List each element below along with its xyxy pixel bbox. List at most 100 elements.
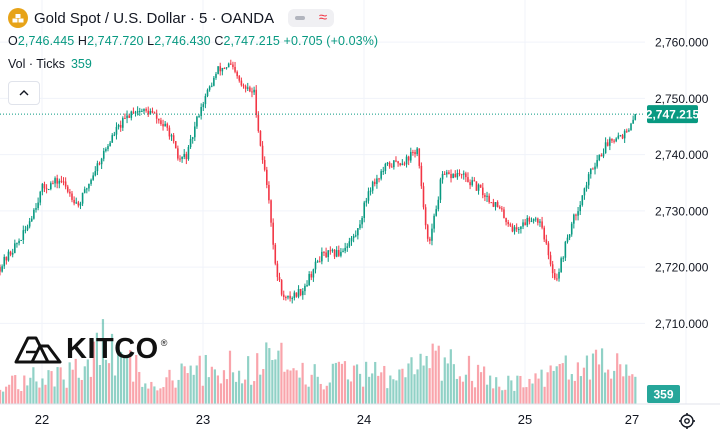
candle-body-up <box>312 269 315 278</box>
volume-bar <box>522 387 525 404</box>
candle-body-up <box>102 150 105 159</box>
candle-body-down <box>488 195 490 203</box>
volume-bar <box>17 389 20 404</box>
volume-bar <box>358 373 362 404</box>
volume-bar <box>219 383 223 404</box>
dash-icon <box>295 16 306 20</box>
candle-body-up <box>594 166 596 170</box>
candle-body-down <box>155 113 158 119</box>
candle-body-up <box>471 180 474 186</box>
symbol-title[interactable]: Gold Spot / U.S. Dollar · 5 · OANDA <box>34 9 275 27</box>
gear-icon <box>679 413 695 429</box>
candle-body-down <box>606 142 609 146</box>
candle-body-up <box>183 153 186 157</box>
volume-bar <box>101 319 105 404</box>
settings-button[interactable] <box>678 412 696 435</box>
volume-bar <box>443 357 446 404</box>
volume-bar <box>80 379 83 404</box>
volume-bar <box>355 364 359 404</box>
volume-bar <box>53 386 56 404</box>
volume-bar <box>107 363 111 404</box>
candle-body-up <box>445 172 448 175</box>
candle-body-up <box>302 291 304 296</box>
y-tick-label: 2,760.000 <box>655 36 709 50</box>
candle-body-down <box>429 238 431 241</box>
candle-body-up <box>11 252 14 255</box>
candle-body-up <box>221 67 224 72</box>
candle-body-down <box>501 208 503 210</box>
approx-icon: ≈ <box>318 9 328 26</box>
volume-bar <box>498 386 501 404</box>
candle-body-up <box>189 138 192 148</box>
candle-body-down <box>172 135 175 142</box>
volume-bar <box>29 377 32 404</box>
indicator-toggle[interactable]: ≈ <box>288 9 335 27</box>
volume-bar <box>352 365 356 404</box>
candle-body-down <box>285 296 287 298</box>
candle-body-up <box>382 170 385 172</box>
candle-body-up <box>122 118 124 128</box>
candle-body-up <box>217 66 219 74</box>
candle-body-down <box>424 207 427 226</box>
candle-body-down <box>168 127 171 137</box>
collapse-legend-button[interactable] <box>8 81 40 105</box>
candle-body-down <box>484 195 486 197</box>
candle-body-up <box>367 191 370 201</box>
candle-body-up <box>194 126 196 138</box>
candle-body-down <box>236 71 238 77</box>
candle-body-down <box>132 111 135 113</box>
volume-bar <box>613 370 616 404</box>
candle-body-down <box>5 256 8 261</box>
candle-body-up <box>213 77 215 86</box>
candle-body-down <box>537 218 539 223</box>
candle-body-down <box>71 193 73 200</box>
volume-bar <box>600 348 604 404</box>
symbol-header[interactable]: Gold Spot / U.S. Dollar · 5 · OANDA ≈ <box>8 6 335 30</box>
candle-body-up <box>210 85 213 87</box>
candle-body-down <box>242 85 245 87</box>
candle-body-down <box>403 163 406 165</box>
candle-body-up <box>357 228 359 236</box>
candle-body-down <box>325 252 327 258</box>
volume-bar <box>23 375 26 404</box>
volume-bar <box>368 376 371 404</box>
candle-body-up <box>585 185 588 189</box>
volume-bar <box>395 380 398 404</box>
volume-bar <box>244 379 247 404</box>
candle-body-up <box>380 171 382 179</box>
candle-body-down <box>56 178 58 184</box>
candle-body-up <box>202 104 205 108</box>
candle-body-down <box>543 227 545 240</box>
candle-body-up <box>111 135 114 143</box>
candle-body-down <box>160 120 162 125</box>
candle-body-down <box>259 130 262 146</box>
volume-bar <box>210 366 213 404</box>
volume-bar <box>50 371 53 404</box>
candle-body-down <box>454 173 457 178</box>
candle-body-up <box>617 135 620 139</box>
volume-bar <box>570 374 573 404</box>
time-axis[interactable]: 22 23 24 25 27 <box>35 412 639 427</box>
volume-bar <box>619 364 622 404</box>
candle-body-up <box>386 162 389 164</box>
volume-bar <box>634 376 637 404</box>
change-value: +0.705 (+0.03%) <box>283 34 379 48</box>
candle-body-down <box>496 202 499 208</box>
price-axis[interactable]: 2,760.000 2,750.000 2,740.000 2,730.000 2,72… <box>655 36 709 331</box>
volume-bar <box>588 379 592 404</box>
volume-bar <box>259 374 262 404</box>
candle-body-up <box>335 250 338 257</box>
volume-bar <box>283 371 286 404</box>
candle-body-up <box>22 230 25 240</box>
candle-body-down <box>418 148 421 166</box>
volume-bar <box>271 360 274 404</box>
candle-body-up <box>143 109 145 112</box>
candle-body-up <box>354 235 357 237</box>
candle-body-down <box>234 66 236 72</box>
candle-body-down <box>310 274 313 278</box>
candle-body-down <box>43 183 46 189</box>
candle-body-up <box>20 239 22 241</box>
candle-body-up <box>130 111 133 118</box>
